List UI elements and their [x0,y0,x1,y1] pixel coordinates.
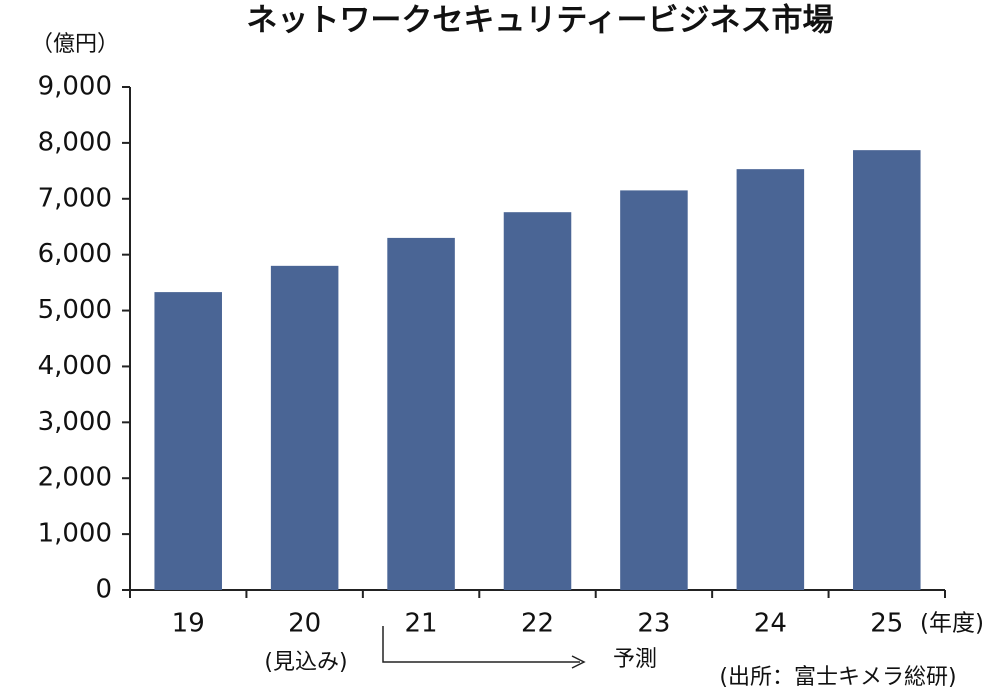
bar [154,292,222,590]
forecast-arrowhead [571,655,586,669]
y-tick-label: 9,000 [38,72,112,102]
y-tick-label: 0 [95,575,112,605]
y-tick-label: 1,000 [38,519,112,549]
bar [503,212,572,591]
x-tick-label: 23 [637,609,670,639]
bar [620,190,688,590]
source-note: (出所：富士キメラ総研) [719,665,956,690]
x-unit-label: (年度) [920,611,984,637]
y-tick-label: 4,000 [38,351,112,381]
chart-title: ネットワークセキュリティービジネス市場 [246,3,833,39]
y-tick-label: 6,000 [38,239,112,269]
y-tick-label: 2,000 [38,463,112,493]
estimate-label: (見込み) [264,650,347,675]
bar [736,169,805,590]
x-tick-label: 21 [405,609,438,639]
x-tick-label: 24 [754,609,787,639]
bar [853,150,921,590]
y-unit-label: （億円） [31,32,119,57]
x-tick-label: 19 [172,609,205,639]
y-tick-label: 8,000 [38,127,112,157]
bar [270,265,339,590]
bar [387,237,455,590]
forecast-arrow [382,626,580,663]
y-tick-label: 5,000 [38,295,112,325]
y-tick-label: 3,000 [38,407,112,437]
x-tick-label: 25 [870,609,903,639]
x-tick-label: 20 [288,609,321,639]
y-tick-label: 7,000 [38,183,112,213]
x-tick-label: 22 [521,609,554,639]
forecast-label: 予測 [613,647,657,672]
